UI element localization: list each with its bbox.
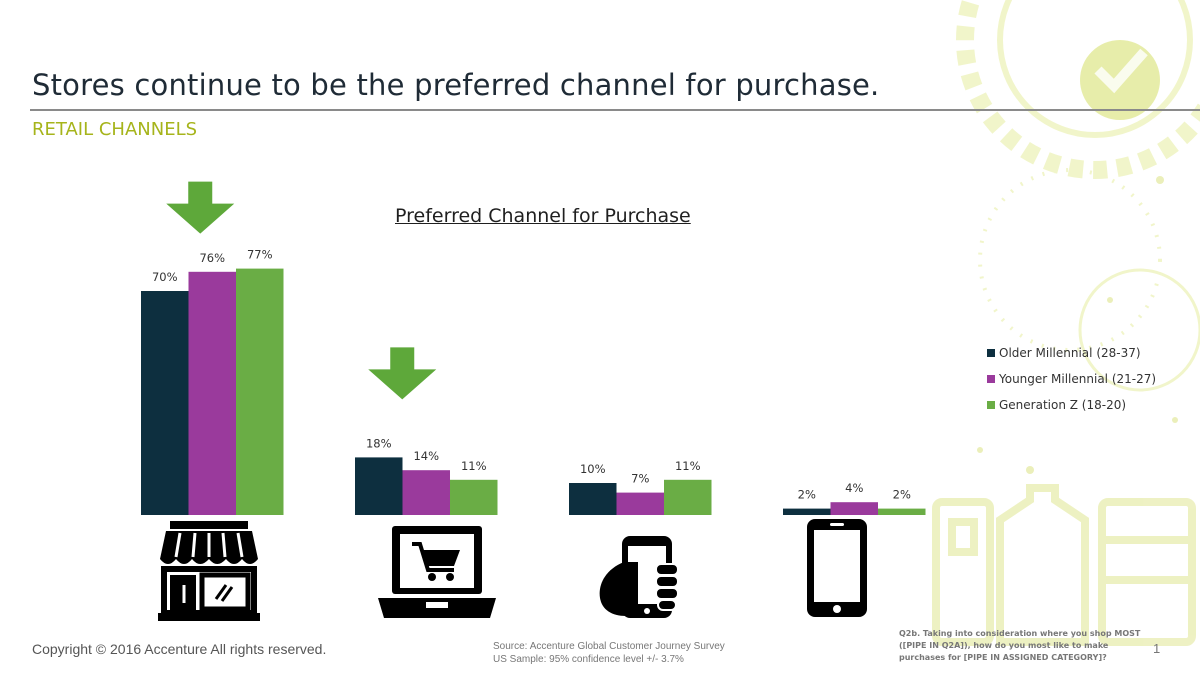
data-label: 70% <box>152 270 178 284</box>
section-subtitle: RETAIL CHANNELS <box>32 119 198 140</box>
data-label: 18% <box>366 436 392 450</box>
bar-smartphone-series-0 <box>569 483 617 515</box>
data-label: 76% <box>199 251 225 265</box>
legend-label: Generation Z (18-20) <box>999 398 1127 412</box>
legend-item-older-millennial: Older Millennial (28-37) <box>987 340 1156 366</box>
data-label: 10% <box>580 462 606 476</box>
page-title: Stores continue to be the preferred chan… <box>32 68 880 102</box>
highlight-arrow-store <box>166 181 235 234</box>
store-icon <box>158 521 260 621</box>
bar-tablet-series-1 <box>830 502 878 515</box>
data-label: 4% <box>845 481 863 495</box>
bar-smartphone-series-1 <box>616 492 664 515</box>
bar-computer-series-2 <box>450 479 498 515</box>
sample-line: US Sample: 95% confidence level +/- 3.7% <box>493 654 684 665</box>
bar-computer-series-1 <box>402 470 450 515</box>
copyright-text: Copyright © 2016 Accenture All rights re… <box>32 641 327 657</box>
data-label: 11% <box>675 459 701 473</box>
legend-item-younger-millennial: Younger Millennial (21-27) <box>987 366 1156 392</box>
bar-store-series-2 <box>236 268 284 515</box>
laptop-cart-icon <box>378 526 496 618</box>
hand-smartphone-icon <box>599 536 679 618</box>
legend-swatch <box>987 349 995 357</box>
data-label: 14% <box>413 449 439 463</box>
chart-legend: Older Millennial (28-37) Younger Millenn… <box>987 340 1156 418</box>
legend-label: Older Millennial (28-37) <box>999 346 1141 360</box>
legend-swatch <box>987 375 995 383</box>
legend-swatch <box>987 401 995 409</box>
highlight-arrow-computer <box>368 347 437 400</box>
bar-store-series-1 <box>188 271 236 515</box>
legend-item-generation-z: Generation Z (18-20) <box>987 392 1156 418</box>
bar-tablet-series-0 <box>783 508 831 515</box>
data-label: 7% <box>631 472 649 486</box>
data-label: 2% <box>798 488 816 502</box>
source-note: Source: Accenture Global Customer Journe… <box>493 640 725 666</box>
bar-tablet-series-2 <box>878 508 926 515</box>
bar-computer-series-0 <box>355 457 403 515</box>
legend-label: Younger Millennial (21-27) <box>999 372 1157 386</box>
source-line: Source: Accenture Global Customer Journe… <box>493 641 725 652</box>
bar-smartphone-series-2 <box>664 479 712 515</box>
chart-title: Preferred Channel for Purchase <box>395 205 691 227</box>
bar-store-series-0 <box>141 291 189 515</box>
title-divider <box>30 109 1200 111</box>
tablet-icon <box>807 519 867 617</box>
page-number: 1 <box>1153 641 1161 656</box>
survey-question: Q2b. Taking into consideration where you… <box>899 629 1141 662</box>
data-label: 77% <box>247 248 273 262</box>
data-label: 11% <box>461 459 487 473</box>
data-label: 2% <box>893 488 911 502</box>
